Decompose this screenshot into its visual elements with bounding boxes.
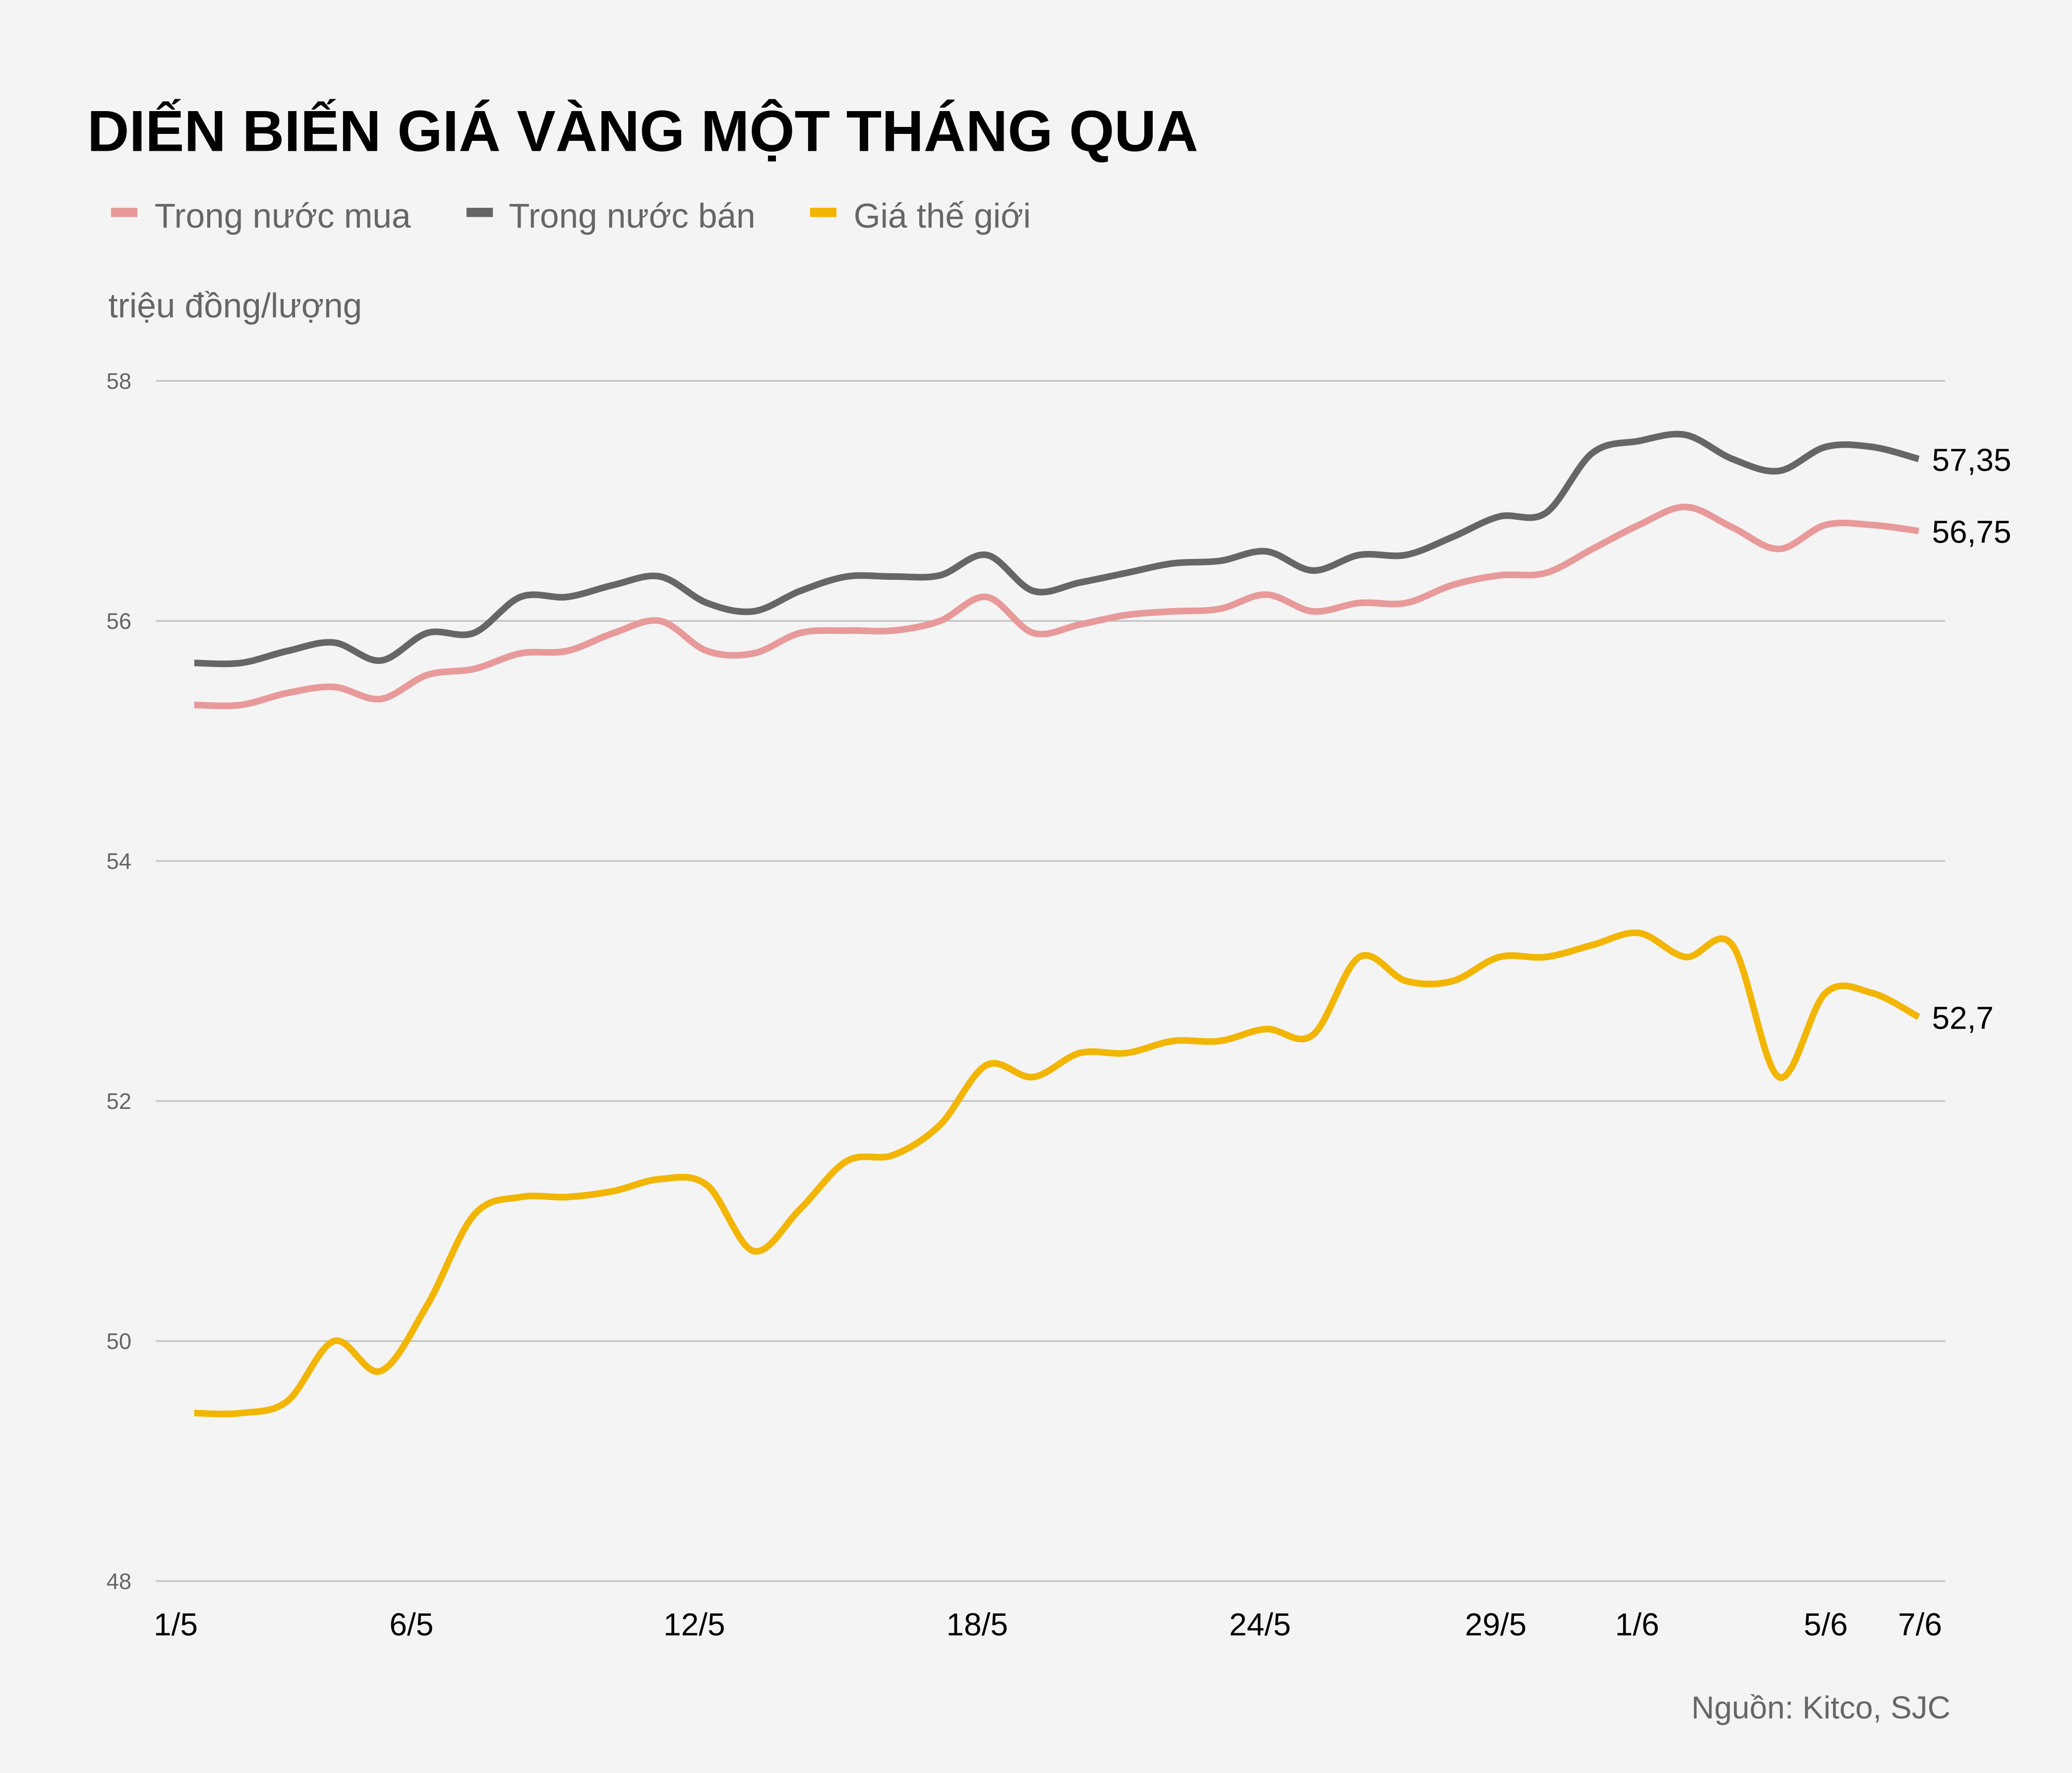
- chart-title: DIẾN BIẾN GIÁ VÀNG MỘT THÁNG QUA: [87, 98, 1198, 163]
- end-value-label: 56,75: [1932, 514, 2011, 550]
- legend-swatch-ban: [466, 207, 493, 217]
- y-tick-label: 54: [107, 849, 131, 874]
- x-tick-label: 5/6: [1804, 1606, 1848, 1642]
- y-tick-label: 50: [107, 1329, 131, 1354]
- x-tick-labels: 1/5 6/5 12/5 18/5 24/5 29/5 1/6 5/6 7/6: [154, 1606, 1942, 1642]
- series-line-0: [194, 503, 1919, 709]
- x-tick-label: 29/5: [1465, 1606, 1527, 1642]
- x-tick-label: 1/6: [1615, 1606, 1659, 1642]
- x-tick-label: 7/6: [1898, 1606, 1942, 1642]
- y-tick-label: 56: [107, 609, 131, 634]
- end-value-label: 52,7: [1932, 1000, 1993, 1036]
- legend-label-world: Giá thế giới: [854, 196, 1031, 235]
- series-line-1: [194, 430, 1920, 668]
- y-tick-labels: 48 50 52 54 56 58: [107, 368, 131, 1594]
- legend-label-mua: Trong nước mua: [155, 196, 411, 235]
- y-tick-label: 48: [107, 1569, 131, 1594]
- x-tick-label: 6/5: [389, 1606, 433, 1642]
- x-tick-label: 12/5: [663, 1606, 725, 1642]
- y-tick-label: 52: [107, 1089, 131, 1114]
- x-tick-label: 24/5: [1229, 1606, 1291, 1642]
- end-value-label: 57,35: [1932, 442, 2011, 478]
- x-tick-label: 1/5: [154, 1606, 198, 1642]
- legend-label-ban: Trong nước bán: [509, 196, 756, 235]
- end-labels: 56,75 57,35 52,7: [1932, 442, 2011, 1036]
- legend: Trong nước mua Trong nước bán Giá thế gi…: [111, 196, 1031, 235]
- series-line-2: [194, 929, 1921, 1417]
- gridlines: [156, 380, 1946, 1582]
- x-tick-label: 18/5: [947, 1606, 1008, 1642]
- legend-swatch-mua: [111, 207, 138, 217]
- source-note: Nguồn: Kitco, SJC: [1691, 1690, 1951, 1725]
- series-lines: [194, 430, 1921, 1417]
- legend-swatch-world: [810, 207, 837, 217]
- y-tick-label: 58: [107, 368, 131, 394]
- y-axis-unit: triệu đồng/lượng: [109, 286, 362, 325]
